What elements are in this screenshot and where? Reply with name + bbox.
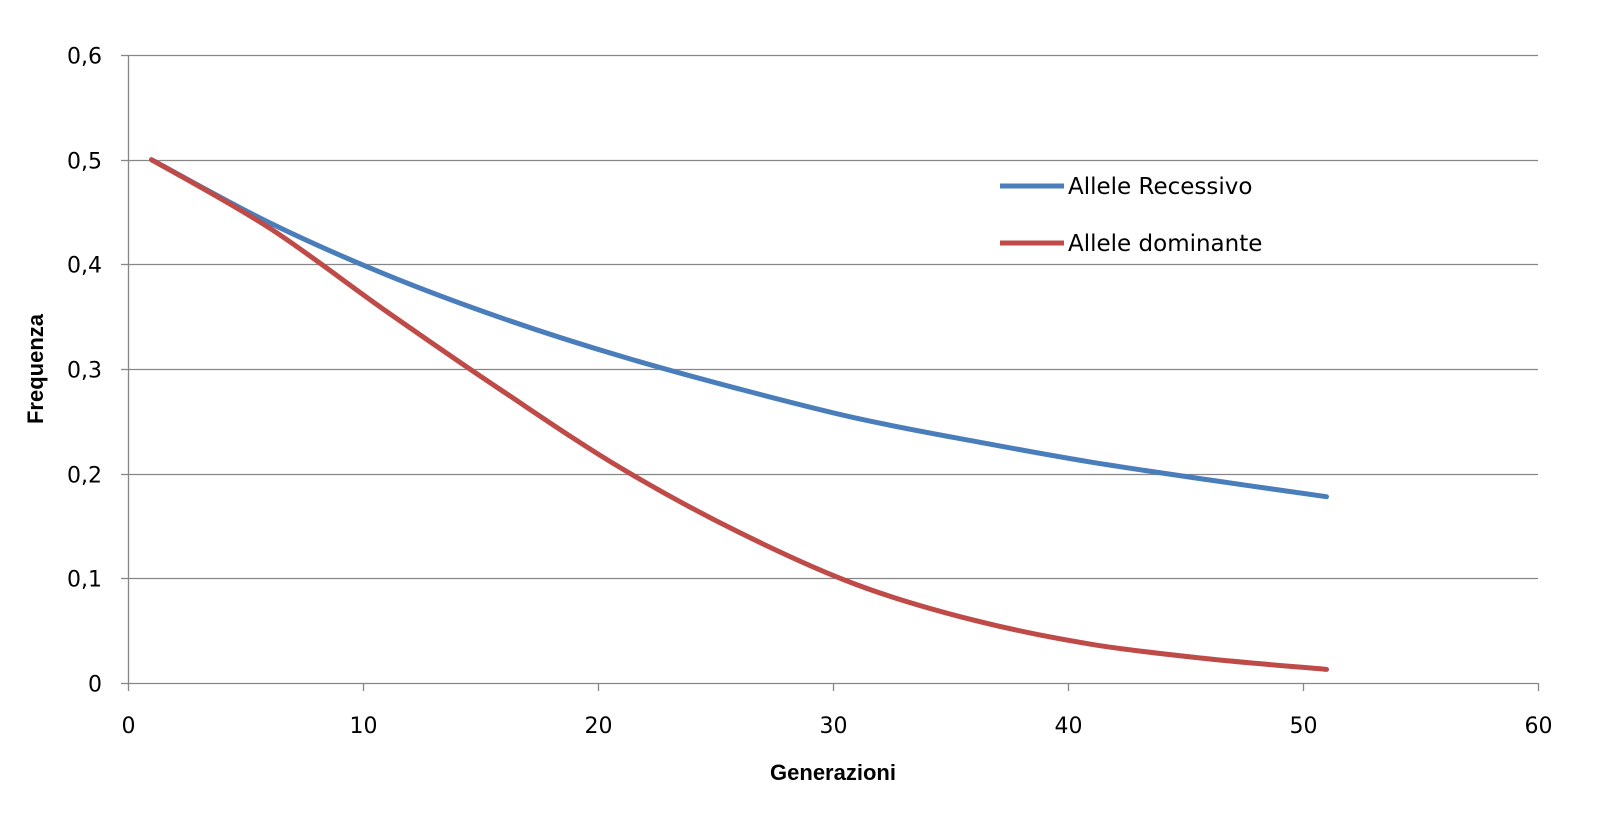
legend-label-allele-recessivo: Allele Recessivo: [1068, 174, 1252, 200]
gridlines: [128, 54, 1538, 580]
legend-label-allele-dominante: Allele dominante: [1068, 231, 1262, 257]
series-lines: [149, 157, 1329, 672]
y-tick-label: 0,2: [67, 464, 102, 489]
y-tick-label: 0,3: [67, 359, 102, 384]
x-tick-label: 50: [1290, 714, 1318, 739]
x-tick-label: 10: [350, 714, 378, 739]
y-tick-label: 0,1: [67, 568, 102, 593]
x-tick-label: 60: [1525, 714, 1553, 739]
x-tick-label: 20: [585, 714, 613, 739]
series-line-allele-dominante: [149, 157, 1329, 672]
x-tick-label: 30: [820, 714, 848, 739]
x-tick-label: 0: [122, 714, 136, 739]
x-tick-label: 40: [1055, 714, 1083, 739]
axes: 0 0,1 0,2 0,3 0,4 0,5 0,6 0 10 20 30 40 50 60: [67, 45, 1553, 740]
series-line-allele-recessivo: [149, 157, 1329, 500]
y-tick-label: 0,5: [67, 150, 102, 175]
legend: Allele Recessivo Allele dominante: [1000, 174, 1262, 257]
y-tick-label: 0,4: [67, 254, 102, 279]
y-tick-label: 0: [88, 673, 102, 698]
x-axis-title: Generazioni: [770, 760, 896, 785]
y-axis-title: Frequenza: [23, 313, 48, 424]
y-tick-label: 0,6: [67, 45, 102, 70]
